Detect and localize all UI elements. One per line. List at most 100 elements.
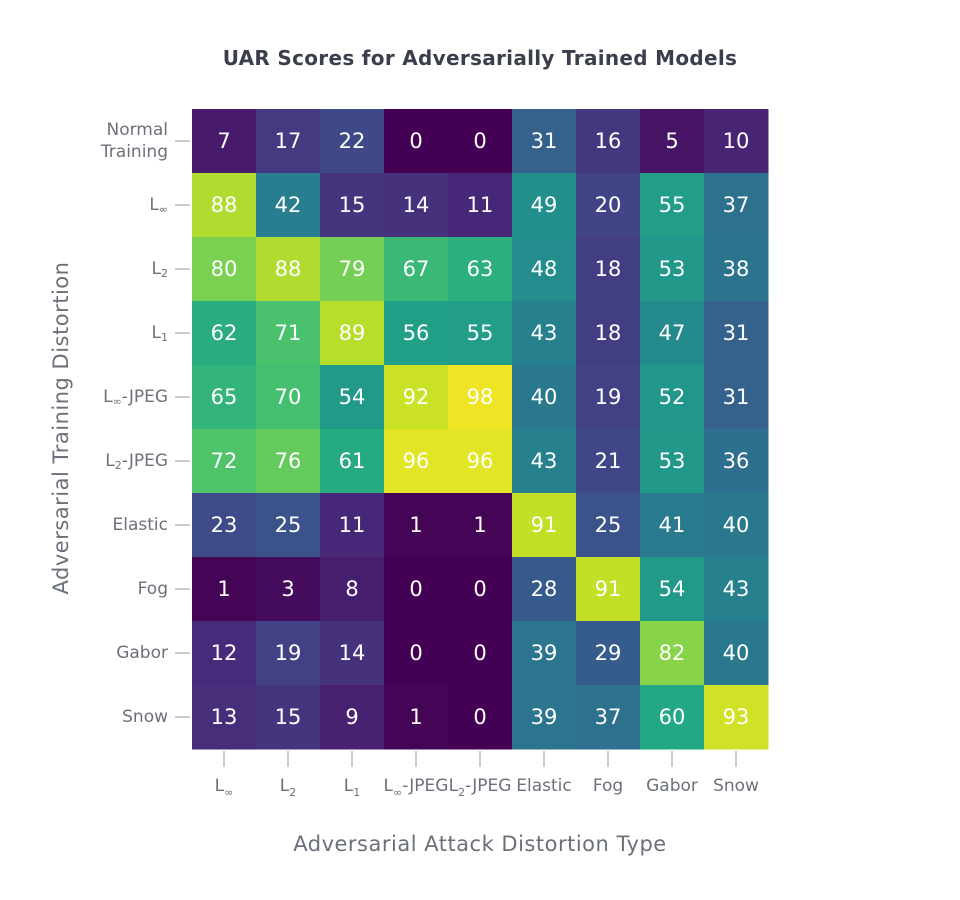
y-tick-label: Normal — [106, 120, 168, 140]
heatmap-cell — [704, 557, 769, 622]
heatmap-cell — [576, 429, 641, 494]
heatmap-cell-value: 89 — [339, 321, 366, 345]
heatmap-cell — [384, 301, 449, 366]
heatmap-cell-value: 61 — [339, 449, 366, 473]
heatmap-cell — [576, 109, 641, 174]
heatmap-cell — [256, 365, 321, 430]
heatmap-cell-value: 40 — [723, 641, 750, 665]
heatmap-cell-value: 71 — [275, 321, 302, 345]
heatmap-cell-value: 18 — [595, 321, 622, 345]
heatmap-cell — [640, 109, 705, 174]
heatmap-cell — [320, 429, 385, 494]
heatmap-cell — [512, 493, 577, 558]
heatmap-cell-value: 43 — [531, 321, 558, 345]
heatmap-cell-value: 1 — [409, 513, 422, 537]
heatmap-cell-value: 60 — [659, 705, 686, 729]
heatmap-cell — [256, 685, 321, 750]
heatmap-cell-value: 80 — [211, 257, 238, 281]
heatmap-cell — [512, 173, 577, 238]
heatmap-cell-value: 40 — [723, 513, 750, 537]
heatmap-cell-value: 14 — [403, 193, 430, 217]
heatmap-cell — [448, 685, 513, 750]
heatmap-cell — [512, 365, 577, 430]
heatmap-cell-value: 53 — [659, 449, 686, 473]
heatmap-cell — [192, 365, 257, 430]
heatmap-cell-value: 98 — [467, 385, 494, 409]
heatmap-cell-value: 0 — [409, 641, 422, 665]
heatmap-cell-value: 43 — [531, 449, 558, 473]
heatmap-cell-value: 72 — [211, 449, 238, 473]
heatmap-cell — [192, 301, 257, 366]
y-tick-label: Gabor — [116, 643, 168, 663]
heatmap-cell-value: 31 — [723, 321, 750, 345]
heatmap-cell-value: 31 — [531, 129, 558, 153]
heatmap-cell — [256, 237, 321, 302]
heatmap-cell-value: 62 — [211, 321, 238, 345]
heatmap-cell-value: 91 — [531, 513, 558, 537]
heatmap-cell — [320, 685, 385, 750]
heatmap-cell-value: 0 — [473, 641, 486, 665]
heatmap-cell — [192, 621, 257, 686]
heatmap-cell — [320, 621, 385, 686]
heatmap-cell-value: 5 — [665, 129, 678, 153]
heatmap-cell — [704, 237, 769, 302]
heatmap-cell — [640, 429, 705, 494]
heatmap-cell — [512, 557, 577, 622]
x-tick-label: L2-JPEG — [449, 776, 512, 799]
heatmap-cell-value: 0 — [409, 129, 422, 153]
heatmap-cell — [256, 621, 321, 686]
x-tick-label: Elastic — [516, 776, 571, 796]
heatmap-cell-value: 54 — [659, 577, 686, 601]
heatmap-cell-value: 41 — [659, 513, 686, 537]
heatmap-cell — [192, 109, 257, 174]
heatmap-cell — [576, 685, 641, 750]
heatmap-cell — [384, 557, 449, 622]
heatmap-cell — [448, 429, 513, 494]
y-tick-label: L2-JPEG — [105, 451, 168, 472]
x-tick-label: L2​ — [280, 776, 296, 799]
heatmap-cells — [192, 109, 769, 750]
x-tick-label: Fog — [593, 776, 623, 796]
x-tick-label: Snow — [713, 776, 759, 796]
heatmap-cell-value: 42 — [275, 193, 302, 217]
heatmap-cell-value: 0 — [473, 577, 486, 601]
heatmap-cell-value: 28 — [531, 577, 558, 601]
y-tick-label: Snow — [122, 707, 168, 727]
x-tick-label: L∞-JPEG — [384, 776, 449, 799]
heatmap-cell — [448, 301, 513, 366]
heatmap-cell-value: 96 — [467, 449, 494, 473]
x-tick-label: L∞​ — [215, 776, 234, 799]
heatmap-cell-value: 37 — [723, 193, 750, 217]
heatmap-cell-value: 23 — [211, 513, 238, 537]
heatmap-cell — [448, 237, 513, 302]
heatmap-cell — [256, 173, 321, 238]
heatmap-cell — [256, 493, 321, 558]
x-tick-label: Gabor — [646, 776, 698, 796]
heatmap-cell — [192, 429, 257, 494]
heatmap-cell — [704, 429, 769, 494]
heatmap-cell-value: 20 — [595, 193, 622, 217]
x-tick-label: L1​ — [344, 776, 360, 799]
heatmap-cell-value: 91 — [595, 577, 622, 601]
heatmap-cell — [192, 173, 257, 238]
heatmap-cell — [384, 621, 449, 686]
heatmap-cell-value: 65 — [211, 385, 238, 409]
heatmap-cell — [384, 685, 449, 750]
heatmap-cell — [576, 173, 641, 238]
heatmap-cell-value: 11 — [467, 193, 494, 217]
y-axis-title: Adversarial Training Distortion — [49, 261, 73, 595]
heatmap-cell-value: 21 — [595, 449, 622, 473]
heatmap-cell — [640, 685, 705, 750]
heatmap-cell — [320, 109, 385, 174]
heatmap-cell — [448, 365, 513, 430]
heatmap-cell-value: 93 — [723, 705, 750, 729]
x-axis-title: Adversarial Attack Distortion Type — [293, 832, 667, 856]
chart-title: UAR Scores for Adversarially Trained Mod… — [222, 46, 738, 70]
heatmap-cell — [576, 237, 641, 302]
heatmap-cell-value: 40 — [531, 385, 558, 409]
heatmap-cell-value: 3 — [281, 577, 294, 601]
heatmap-cell-value: 49 — [531, 193, 558, 217]
heatmap-cell — [512, 109, 577, 174]
